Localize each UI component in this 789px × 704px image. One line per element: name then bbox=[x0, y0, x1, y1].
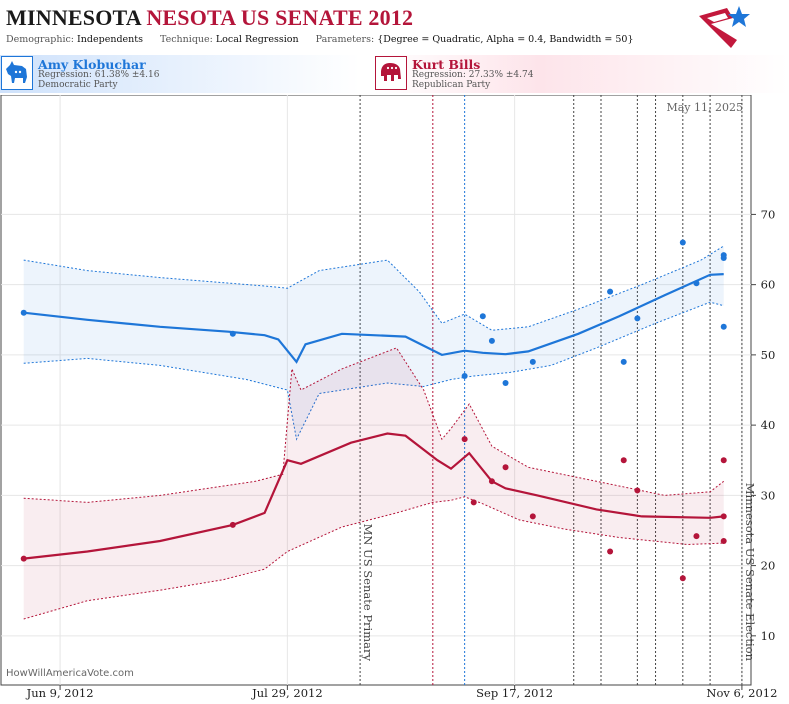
donkey-icon bbox=[1, 56, 33, 90]
poll-point bbox=[529, 358, 536, 365]
rep-name: Kurt Bills bbox=[412, 57, 481, 72]
title-race: NESOTA US SENATE 2012 bbox=[146, 5, 414, 30]
poll-point bbox=[20, 555, 27, 562]
poll-point bbox=[502, 379, 509, 386]
confidence-band bbox=[23, 347, 724, 619]
poll-point bbox=[607, 548, 614, 555]
param-value-technique: Local Regression bbox=[215, 34, 299, 45]
poll-point bbox=[461, 436, 468, 443]
dem-name: Amy Klobuchar bbox=[38, 57, 146, 72]
site-logo[interactable] bbox=[697, 4, 751, 50]
poll-point bbox=[720, 513, 727, 520]
rep-regression: Regression: 27.33% ±4.74 bbox=[412, 70, 534, 80]
y-tick-label: 50 bbox=[761, 348, 776, 362]
y-tick-label: 30 bbox=[761, 488, 776, 502]
as-of-date: May 11, 2025 bbox=[666, 101, 743, 114]
rep-party: Republican Party bbox=[412, 80, 491, 90]
poll-point bbox=[607, 288, 614, 295]
y-tick-label: 60 bbox=[761, 278, 776, 292]
poll-point bbox=[488, 478, 495, 485]
y-tick-label: 40 bbox=[761, 418, 776, 432]
poll-point bbox=[679, 239, 686, 246]
param-key-technique: Technique: bbox=[160, 34, 213, 45]
candidate-dem[interactable]: Amy Klobuchar Regression: 61.38% ±4.16 D… bbox=[0, 55, 360, 93]
y-tick-label: 20 bbox=[761, 559, 776, 573]
poll-point bbox=[620, 358, 627, 365]
param-value-demographic: Independents bbox=[77, 34, 143, 45]
event-label: MN US Senate Primary bbox=[361, 524, 375, 662]
x-tick-label: Jun 9, 2012 bbox=[26, 686, 94, 700]
poll-point bbox=[720, 254, 727, 261]
title-state: MINNESOTA bbox=[6, 5, 141, 30]
plot-frame bbox=[0, 95, 752, 686]
poll-point bbox=[634, 487, 641, 494]
poll-point bbox=[229, 330, 236, 337]
dem-party: Democratic Party bbox=[38, 80, 118, 90]
logo-stripe bbox=[707, 13, 728, 22]
trend-line bbox=[23, 432, 724, 560]
elephant-icon bbox=[375, 56, 407, 90]
param-value-parameters: {Degree = Quadratic, Alpha = 0.4, Bandwi… bbox=[377, 34, 634, 45]
x-tick-label: Nov 6, 2012 bbox=[706, 686, 777, 700]
poll-point bbox=[720, 457, 727, 464]
candidate-legend: Amy Klobuchar Regression: 61.38% ±4.16 D… bbox=[0, 55, 789, 93]
poll-point bbox=[479, 313, 486, 320]
param-key-parameters: Parameters: bbox=[315, 34, 375, 45]
poll-point bbox=[693, 280, 700, 287]
page-title: MINNESOTA NESOTA US SENATE 2012 bbox=[6, 5, 413, 31]
band-upper bbox=[23, 347, 725, 503]
poll-point bbox=[20, 309, 27, 316]
poll-point bbox=[529, 513, 536, 520]
y-tick-label: 10 bbox=[761, 629, 776, 643]
poll-point bbox=[720, 323, 727, 330]
poll-point bbox=[620, 457, 627, 464]
poll-point bbox=[470, 499, 477, 506]
event-label: Minnesota US Senate Election bbox=[743, 483, 757, 662]
poll-point bbox=[229, 521, 236, 528]
chart: Jun 9, 2012 Jul 29, 2012 Sep 17, 2012 Nov 6… bbox=[0, 95, 777, 700]
y-tick-label: 70 bbox=[761, 207, 776, 221]
x-tick-label: Sep 17, 2012 bbox=[476, 686, 553, 700]
band-lower bbox=[23, 496, 724, 620]
dem-regression: Regression: 61.38% ±4.16 bbox=[38, 70, 160, 80]
site-credit[interactable]: HowWillAmericaVote.com bbox=[6, 668, 134, 679]
candidate-rep[interactable]: Kurt Bills Regression: 27.33% ±4.74 Repu… bbox=[374, 55, 788, 93]
poll-point bbox=[634, 315, 641, 322]
band-lower bbox=[23, 301, 724, 441]
parameters-line: Demographic: Independents Technique: Loc… bbox=[6, 34, 647, 45]
confidence-band bbox=[23, 246, 724, 440]
param-key-demographic: Demographic: bbox=[6, 34, 75, 45]
poll-point bbox=[488, 337, 495, 344]
poll-point bbox=[693, 533, 700, 540]
poll-point bbox=[679, 575, 686, 582]
poll-point bbox=[461, 372, 468, 379]
star-icon bbox=[728, 6, 750, 27]
x-tick-label: Jul 29, 2012 bbox=[251, 686, 323, 700]
poll-point bbox=[502, 464, 509, 471]
poll-point bbox=[720, 538, 727, 545]
header: MINNESOTA NESOTA US SENATE 2012 Demograp… bbox=[0, 0, 789, 52]
